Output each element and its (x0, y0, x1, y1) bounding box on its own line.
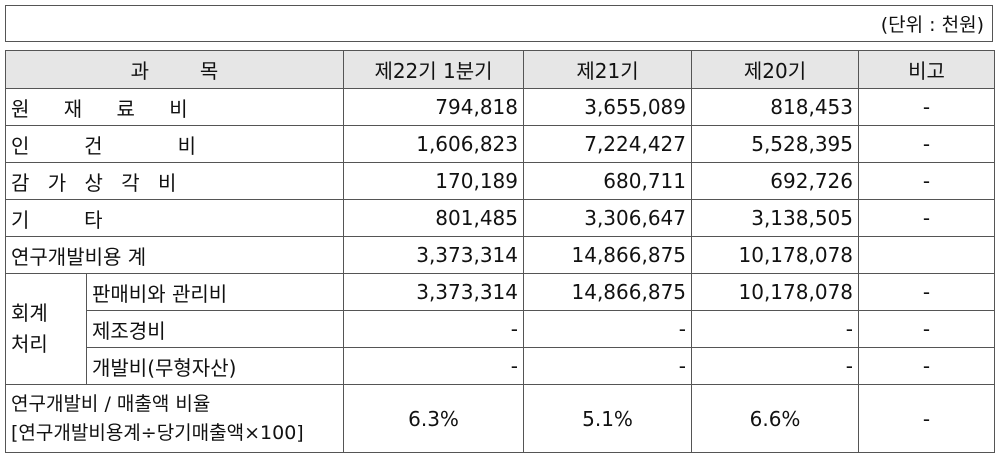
row-label-rd-ratio: 연구개발비 / 매출액 비율 [연구개발비용계÷당기매출액×100] (4, 384, 345, 453)
header-subject: 과 목 (4, 50, 345, 89)
cell-note: - (858, 88, 996, 126)
header-period-22q1: 제22기 1분기 (343, 50, 525, 89)
table-row: 인 건 비 1,606,823 7,224,427 5,528,395 - (4, 125, 996, 163)
header-period-20: 제20기 (691, 50, 860, 89)
unit-note: (단위 : 천원) (880, 14, 984, 36)
table-row: 제조경비 - - - - (6, 310, 996, 348)
cell-value: 10,178,078 (691, 236, 860, 274)
cell-value: - (523, 310, 693, 348)
table-row: 기 타 801,485 3,306,647 3,138,505 - (4, 199, 996, 237)
row-label-intangible: 개발비(무형자산) (85, 347, 345, 385)
cell-note (858, 236, 996, 274)
header-note: 비고 (858, 50, 996, 89)
header-row: 과 목 제22기 1분기 제21기 제20기 비고 (4, 50, 996, 89)
cell-value: - (343, 347, 525, 385)
cell-value: 10,178,078 (691, 273, 860, 311)
cell-note: - (858, 310, 996, 348)
cell-value: 7,224,427 (523, 125, 693, 163)
ratio-label-line: 연구개발비 / 매출액 비율 (11, 392, 211, 415)
cell-value: 170,189 (343, 162, 525, 200)
cell-note: - (858, 347, 996, 385)
cell-value: 680,711 (523, 162, 693, 200)
cell-value: 14,866,875 (523, 236, 693, 274)
cell-value: 3,138,505 (691, 199, 860, 237)
cell-value: 5.1% (523, 384, 693, 453)
cell-value: - (523, 347, 693, 385)
row-label-manufacturing: 제조경비 (85, 310, 345, 348)
cell-value: 3,373,314 (343, 236, 525, 274)
header-period-21: 제21기 (523, 50, 693, 89)
table-row: 원 재 료 비 794,818 3,655,089 818,453 - (4, 88, 996, 126)
table-row: 감 가 상 각 비 170,189 680,711 692,726 - (4, 162, 996, 200)
cell-note: - (858, 273, 996, 311)
group-label-line: 회계 (11, 301, 48, 325)
cell-note: - (858, 384, 996, 453)
row-label-rd-total: 연구개발비용 계 (4, 236, 345, 274)
table-row: 연구개발비용 계 3,373,314 14,866,875 10,178,078 (4, 236, 996, 274)
table-row: 개발비(무형자산) - - - - (6, 347, 996, 385)
cell-value: 3,655,089 (523, 88, 693, 126)
cell-note: - (858, 162, 996, 200)
row-label-other: 기 타 (4, 199, 345, 237)
cell-value: 692,726 (691, 162, 860, 200)
row-label-raw-materials: 원 재 료 비 (4, 88, 345, 126)
ratio-label-formula: [연구개발비용계÷당기매출액×100] (11, 421, 304, 444)
rd-expense-table: 과 목 제22기 1분기 제21기 제20기 비고 원 재 료 비 794,81… (4, 50, 996, 453)
group-label-line: 처리 (11, 332, 48, 356)
row-label-sga: 판매비와 관리비 (85, 273, 345, 311)
cell-value: 5,528,395 (691, 125, 860, 163)
cell-value: 801,485 (343, 199, 525, 237)
cell-value: 3,306,647 (523, 199, 693, 237)
cell-value: 6.3% (343, 384, 525, 453)
cell-note: - (858, 199, 996, 237)
row-label-depreciation: 감 가 상 각 비 (4, 162, 345, 200)
cell-value: - (691, 347, 860, 385)
cell-value: 794,818 (343, 88, 525, 126)
cell-value: 1,606,823 (343, 125, 525, 163)
cell-value: - (691, 310, 860, 348)
cell-value: - (343, 310, 525, 348)
unit-note-box: (단위 : 천원) (5, 5, 993, 42)
cell-value: 3,373,314 (343, 273, 525, 311)
accounting-group-label: 회계 처리 (5, 273, 87, 385)
row-label-labor: 인 건 비 (4, 125, 345, 163)
table-row: 연구개발비 / 매출액 비율 [연구개발비용계÷당기매출액×100] 6.3% … (4, 384, 996, 453)
cell-value: 818,453 (691, 88, 860, 126)
cell-note: - (858, 125, 996, 163)
cell-value: 6.6% (691, 384, 860, 453)
table-row: 회계 처리 판매비와 관리비 3,373,314 14,866,875 10,1… (5, 273, 996, 385)
cell-value: 14,866,875 (523, 273, 693, 311)
